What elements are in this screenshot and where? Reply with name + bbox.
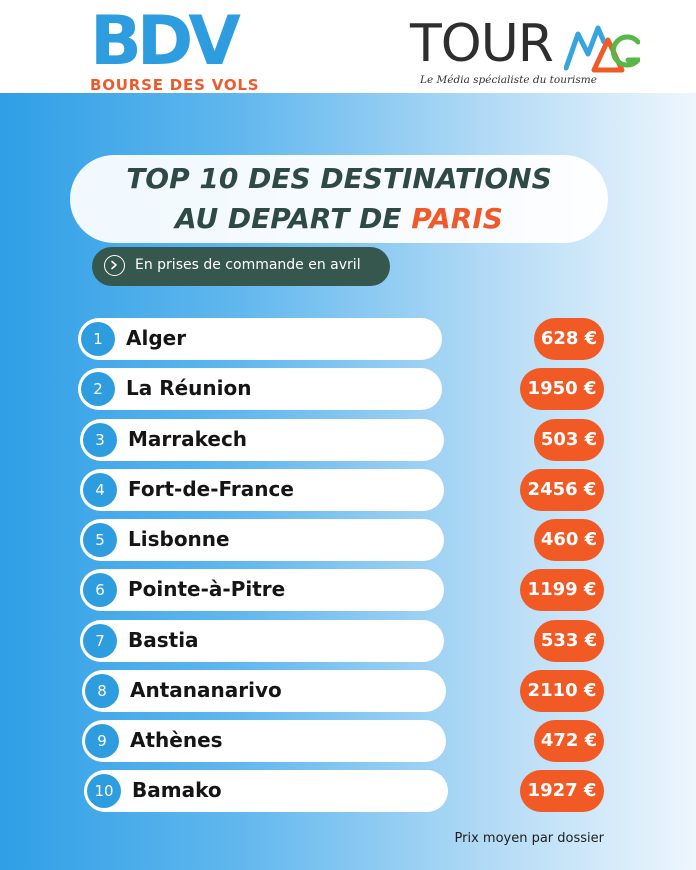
- rank-badge: 1: [81, 322, 115, 356]
- destination-row: 8 Antananarivo 2110 €: [0, 670, 696, 712]
- destination-row: 7 Bastia 533 €: [0, 620, 696, 662]
- destination-name: Pointe-à-Pitre: [128, 577, 286, 601]
- rank-badge: 4: [83, 473, 117, 507]
- destination-name: Athènes: [130, 728, 223, 752]
- destination-name: Marrakech: [128, 427, 248, 451]
- destination-name: Antananarivo: [130, 678, 282, 702]
- destination-row: 5 Lisbonne 460 €: [0, 519, 696, 561]
- rank-badge: 9: [85, 724, 119, 758]
- destination-pill: 10 Bamako: [84, 770, 448, 812]
- tourmag-tagline: Le Média spécialiste du tourisme: [420, 74, 597, 86]
- tourmag-logo: TOUR Le Média spécialiste du tourisme: [410, 18, 640, 86]
- destination-row: 9 Athènes 472 €: [0, 720, 696, 762]
- tourmag-logo-word: TOUR: [410, 14, 554, 74]
- footnote: Prix moyen par dossier: [454, 831, 604, 846]
- destination-name: Lisbonne: [128, 527, 230, 551]
- destination-row: 1 Alger 628 €: [0, 318, 696, 360]
- price-badge: 533 €: [534, 620, 604, 662]
- destination-pill: 9 Athènes: [82, 720, 446, 762]
- rank-badge: 5: [83, 523, 117, 557]
- price-badge: 460 €: [534, 519, 604, 561]
- period-text: En prises de commande en avril: [135, 257, 361, 273]
- destination-name: Bastia: [128, 628, 199, 652]
- destination-row: 6 Pointe-à-Pitre 1199 €: [0, 569, 696, 611]
- destination-row: 2 La Réunion 1950 €: [0, 368, 696, 410]
- title-city: PARIS: [411, 202, 503, 235]
- chevron-right-icon: [104, 255, 125, 276]
- destination-name: Bamako: [132, 778, 222, 802]
- destination-row: 4 Fort-de-France 2456 €: [0, 469, 696, 511]
- rank-badge: 3: [83, 423, 117, 457]
- bdv-logo: BDV BOURSE DES VOLS: [90, 2, 260, 95]
- price-badge: 472 €: [534, 720, 604, 762]
- destination-pill: 7 Bastia: [80, 620, 444, 662]
- rank-badge: 10: [87, 774, 121, 808]
- destination-pill: 6 Pointe-à-Pitre: [80, 569, 444, 611]
- destination-pill: 1 Alger: [78, 318, 442, 360]
- price-badge: 1199 €: [520, 569, 604, 611]
- period-badge: En prises de commande en avril: [92, 247, 390, 286]
- price-badge: 2456 €: [520, 469, 604, 511]
- price-badge: 1927 €: [520, 770, 604, 812]
- destination-pill: 3 Marrakech: [80, 419, 444, 461]
- destination-pill: 5 Lisbonne: [80, 519, 444, 561]
- rank-badge: 2: [81, 372, 115, 406]
- destination-name: Fort-de-France: [128, 477, 294, 501]
- tourmag-mag-mark-icon: [564, 25, 640, 73]
- price-badge: 628 €: [534, 318, 604, 360]
- title-line-2: AU DEPART DE PARIS: [70, 202, 608, 235]
- bdv-logo-subtitle: BOURSE DES VOLS: [90, 76, 260, 94]
- price-badge: 1950 €: [520, 368, 604, 410]
- title-line-1: TOP 10 DES DESTINATIONS: [126, 162, 552, 195]
- destination-name: Alger: [126, 326, 187, 350]
- rank-badge: 7: [83, 624, 117, 658]
- price-badge: 2110 €: [520, 670, 604, 712]
- rank-badge: 6: [83, 573, 117, 607]
- bdv-logo-letters: BDV: [90, 2, 241, 81]
- destination-pill: 4 Fort-de-France: [80, 469, 444, 511]
- destination-row: 10 Bamako 1927 €: [0, 770, 696, 812]
- destination-pill: 8 Antananarivo: [82, 670, 446, 712]
- title-line-2-prefix: AU DEPART DE: [175, 202, 412, 235]
- destination-name: La Réunion: [126, 376, 252, 400]
- title-banner: TOP 10 DES DESTINATIONS AU DEPART DE PAR…: [70, 155, 608, 243]
- header-band: BDV BOURSE DES VOLS TOUR Le Média spécia…: [0, 0, 696, 95]
- rank-badge: 8: [85, 674, 119, 708]
- destination-row: 3 Marrakech 503 €: [0, 419, 696, 461]
- destination-pill: 2 La Réunion: [78, 368, 442, 410]
- price-badge: 503 €: [534, 419, 604, 461]
